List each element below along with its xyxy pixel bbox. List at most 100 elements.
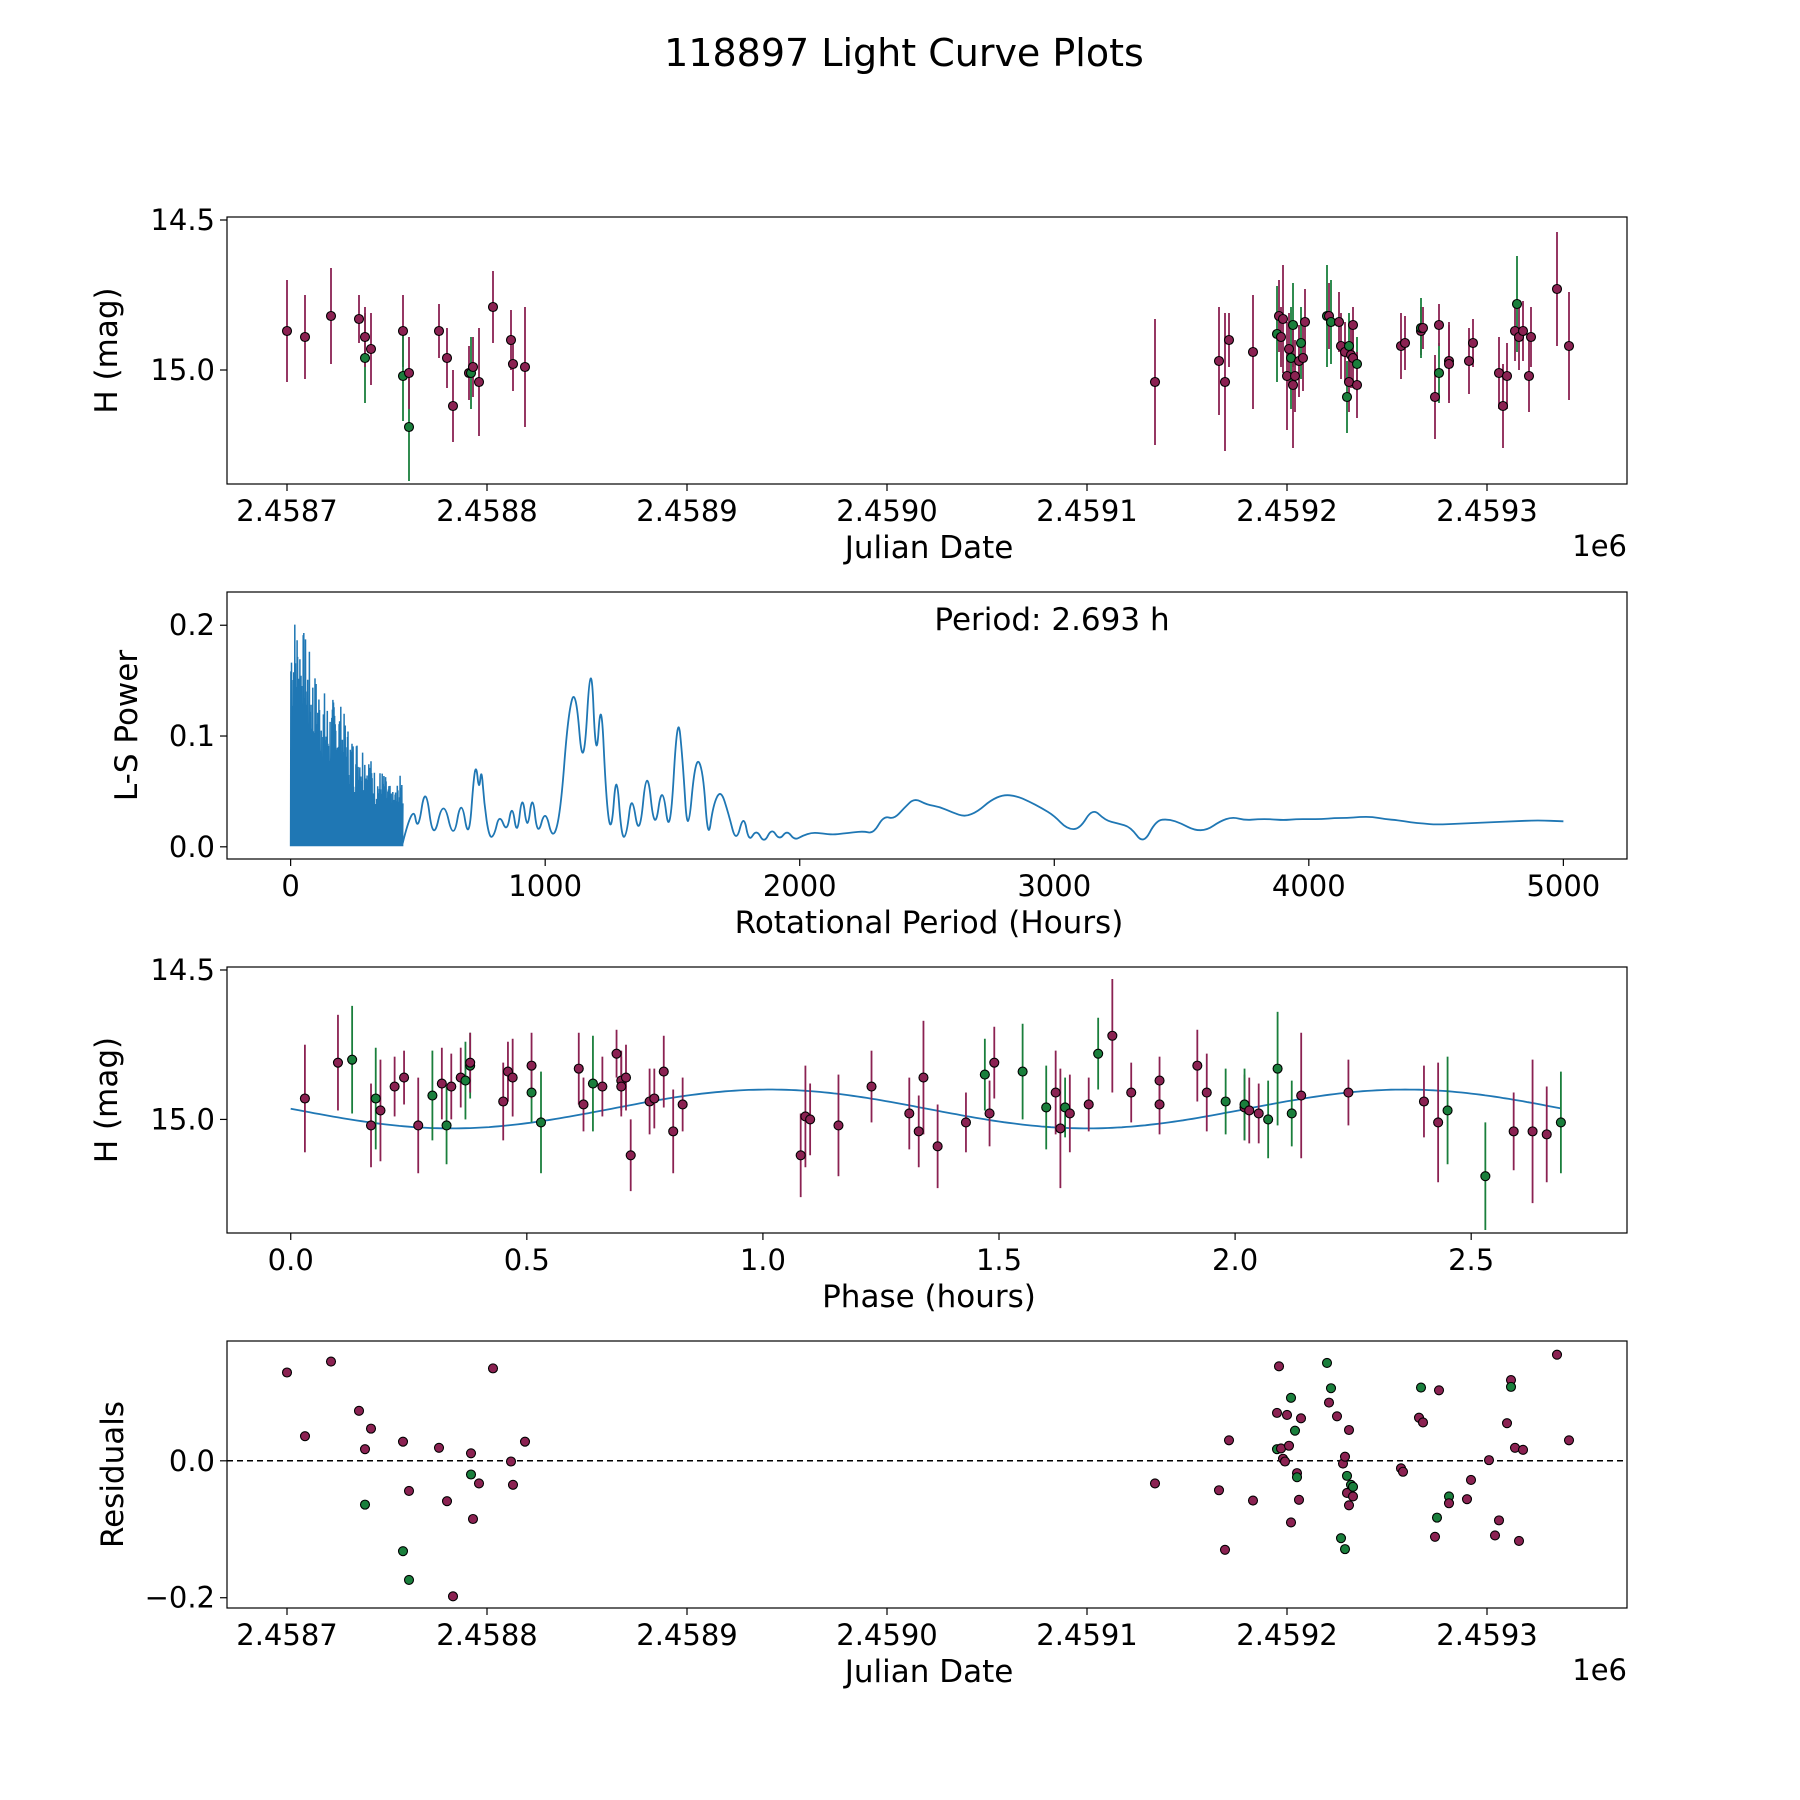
- data-point: [1107, 1030, 1118, 1041]
- residual-point: [505, 1456, 517, 1467]
- x-tick-label: 2.4591: [1036, 494, 1137, 528]
- data-point: [299, 1093, 310, 1104]
- residual-point: [1461, 1494, 1473, 1505]
- data-point: [1272, 1063, 1283, 1074]
- data-point: [1201, 1087, 1212, 1098]
- axes-frame: [226, 966, 1628, 1234]
- data-point: [441, 352, 453, 364]
- residual-point: [1289, 1425, 1301, 1436]
- residual-point: [465, 1448, 477, 1459]
- data-point: [467, 361, 479, 373]
- residual-point: [1279, 1456, 1291, 1467]
- data-point: [427, 1090, 438, 1101]
- x-tick-label: 5000: [1526, 869, 1600, 903]
- data-point: [932, 1141, 943, 1152]
- residual-point: [1551, 1349, 1563, 1360]
- x-tick-label: 2.4593: [1436, 1618, 1537, 1652]
- x-tick-label: 2.4588: [436, 494, 537, 528]
- x-offset-label: 1e6: [1572, 1653, 1627, 1687]
- data-point: [535, 1117, 547, 1128]
- residual-point: [1489, 1530, 1501, 1541]
- data-point: [866, 1081, 877, 1092]
- data-point: [1149, 376, 1161, 388]
- residual-point: [1465, 1474, 1477, 1486]
- residual-point: [1517, 1444, 1529, 1455]
- residual-point: [1247, 1495, 1259, 1506]
- data-point: [913, 1126, 924, 1137]
- residual-point: [397, 1546, 409, 1557]
- data-point: [441, 1120, 452, 1131]
- y-tick-label: 0.2: [169, 608, 215, 642]
- data-point: [1497, 400, 1509, 412]
- data-point: [498, 1096, 509, 1107]
- x-tick-label: 2.4587: [236, 1618, 337, 1652]
- data-point: [1433, 319, 1445, 331]
- data-point: [473, 376, 485, 388]
- x-tick-label: 2.4593: [1436, 494, 1537, 528]
- periodogram-dense-trace: [289, 624, 404, 847]
- residual-point: [299, 1431, 311, 1442]
- data-point: [1418, 1096, 1430, 1107]
- residual-point: [1291, 1472, 1303, 1483]
- residual-point: [1513, 1535, 1525, 1546]
- residual-point: [1347, 1491, 1359, 1502]
- data-point: [359, 331, 371, 343]
- residual-point: [465, 1469, 477, 1480]
- x-tick-label: 0.5: [504, 1243, 550, 1277]
- residual-point: [1347, 1481, 1359, 1492]
- data-point: [507, 358, 519, 370]
- data-point: [677, 1099, 688, 1110]
- residual-point: [1293, 1494, 1305, 1505]
- data-point: [1341, 391, 1353, 403]
- x-tick-label: 3000: [1017, 869, 1091, 903]
- x-offset-label: 1e6: [1572, 529, 1627, 563]
- data-point: [1050, 1087, 1061, 1098]
- data-point: [325, 310, 337, 322]
- x-axis-label: Rotational Period (Hours): [735, 905, 1124, 941]
- data-point: [1286, 1108, 1297, 1119]
- data-point: [1083, 1099, 1094, 1110]
- residual-point: [1223, 1435, 1235, 1446]
- fit-curve: [290, 1088, 1562, 1130]
- residual-point: [1343, 1500, 1355, 1511]
- axes-frame: [226, 591, 1628, 860]
- x-tick-label: 2.4588: [436, 1618, 537, 1652]
- data-point: [597, 1081, 608, 1092]
- residual-point: [507, 1479, 519, 1490]
- data-point: [1563, 340, 1575, 352]
- residual-point: [365, 1423, 377, 1434]
- x-tick-label: 2.5: [1448, 1243, 1494, 1277]
- data-point: [1247, 346, 1259, 358]
- x-tick-label: 1.5: [976, 1243, 1022, 1277]
- residual-point: [1273, 1361, 1285, 1372]
- figure-title: 118897 Light Curve Plots: [664, 31, 1144, 75]
- y-tick-label: −0.2: [145, 1581, 215, 1615]
- residual-point: [403, 1574, 415, 1585]
- data-point: [1351, 358, 1363, 370]
- y-tick-label: 0.0: [169, 1444, 215, 1478]
- residual-point: [1415, 1382, 1427, 1393]
- data-point: [1351, 379, 1363, 391]
- residual-point: [1493, 1515, 1505, 1526]
- x-tick-label: 2.4591: [1036, 1618, 1137, 1652]
- data-point: [1219, 376, 1231, 388]
- y-axis-label: L-S Power: [109, 650, 145, 801]
- data-point: [1433, 1117, 1444, 1128]
- data-point: [1041, 1102, 1052, 1113]
- data-point: [1525, 331, 1537, 343]
- data-point: [347, 1054, 358, 1065]
- periodogram-plot-area: [289, 624, 1564, 847]
- data-point: [487, 301, 499, 313]
- residual-point: [353, 1405, 365, 1416]
- data-point: [332, 1057, 344, 1068]
- data-point: [1480, 1171, 1491, 1182]
- y-tick-label: 14.5: [150, 203, 215, 237]
- residual-point: [1213, 1485, 1225, 1496]
- y-axis-label: Residuals: [95, 1401, 131, 1548]
- data-point: [1154, 1075, 1165, 1086]
- residual-point: [1339, 1451, 1351, 1462]
- x-tick-label: 0.0: [268, 1243, 314, 1277]
- data-point: [399, 1072, 410, 1083]
- data-point: [413, 1120, 424, 1131]
- data-point: [1555, 1117, 1566, 1128]
